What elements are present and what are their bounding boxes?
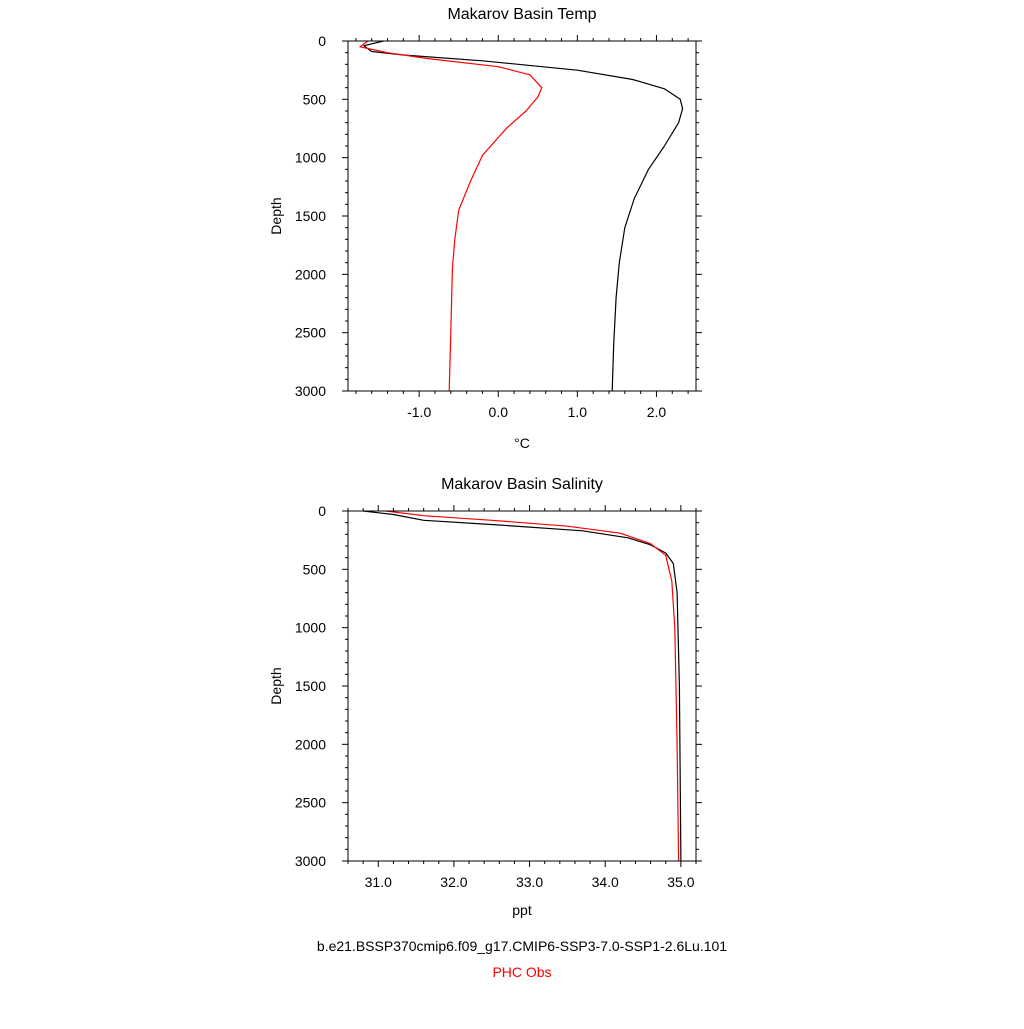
temp-panel: Makarov Basin Temp Depth °C -1.0 0.0 1.0 2.… bbox=[268, 6, 702, 451]
salinity-y-tick-label: 2000 bbox=[295, 736, 326, 752]
salinity-y-axis-label: Depth bbox=[268, 667, 284, 704]
temp-y-tick-label: 3000 bbox=[295, 383, 326, 399]
salinity-x-tick-label: 35.0 bbox=[667, 874, 694, 890]
temp-x-tick-label: 0.0 bbox=[489, 404, 509, 420]
temp-plot-frame bbox=[347, 40, 697, 392]
temp-y-tick-label: 2000 bbox=[295, 266, 326, 282]
legend-model-run: b.e21.BSSP370cmip6.f09_g17.CMIP6-SSP3-7.… bbox=[317, 938, 727, 954]
temp-y-tick-label: 1000 bbox=[295, 150, 326, 166]
legend: b.e21.BSSP370cmip6.f09_g17.CMIP6-SSP3-7.… bbox=[317, 938, 727, 980]
salinity-x-tick-label: 33.0 bbox=[516, 874, 543, 890]
temp-y-tick-label: 0 bbox=[318, 33, 326, 49]
temp-y-tick-label: 1500 bbox=[295, 208, 326, 224]
temp-x-tick-label: 1.0 bbox=[568, 404, 588, 420]
salinity-x-tick-label: 32.0 bbox=[440, 874, 467, 890]
temp-x-axis-label: °C bbox=[514, 435, 530, 451]
salinity-x-tick-label: 34.0 bbox=[592, 874, 619, 890]
salinity-y-tick-label: 2500 bbox=[295, 795, 326, 811]
temp-lines bbox=[359, 40, 684, 392]
temp-phc-obs-line bbox=[359, 40, 543, 392]
salinity-model-line bbox=[363, 510, 682, 862]
temp-y-axis-label: Depth bbox=[268, 197, 284, 234]
salinity-phc-obs-line bbox=[385, 510, 680, 862]
salinity-lines bbox=[363, 510, 682, 862]
legend-phc-obs: PHC Obs bbox=[492, 964, 551, 980]
temp-title: Makarov Basin Temp bbox=[447, 6, 596, 23]
temp-model-line bbox=[363, 40, 684, 392]
salinity-plot-frame bbox=[347, 510, 697, 862]
salinity-ticks: 31.0 32.0 33.0 34.0 35.0 0 500 1000 1500 2000 2500… bbox=[295, 503, 702, 890]
salinity-y-tick-label: 500 bbox=[303, 561, 327, 577]
salinity-panel: Makarov Basin Salinity Depth ppt 31.0 32.… bbox=[268, 476, 702, 918]
temp-x-tick-label: 2.0 bbox=[647, 404, 667, 420]
temp-x-tick-label: -1.0 bbox=[407, 404, 431, 420]
salinity-y-tick-label: 3000 bbox=[295, 853, 326, 869]
salinity-y-tick-label: 0 bbox=[318, 503, 326, 519]
salinity-title: Makarov Basin Salinity bbox=[441, 476, 603, 493]
temp-ticks: -1.0 0.0 1.0 2.0 0 500 1000 1500 2000 2500 3000 bbox=[295, 33, 702, 420]
temp-y-tick-label: 500 bbox=[303, 91, 327, 107]
salinity-y-tick-label: 1500 bbox=[295, 678, 326, 694]
temp-y-tick-label: 2500 bbox=[295, 325, 326, 341]
salinity-y-tick-label: 1000 bbox=[295, 620, 326, 636]
salinity-x-axis-label: ppt bbox=[512, 902, 532, 918]
salinity-x-tick-label: 31.0 bbox=[365, 874, 392, 890]
